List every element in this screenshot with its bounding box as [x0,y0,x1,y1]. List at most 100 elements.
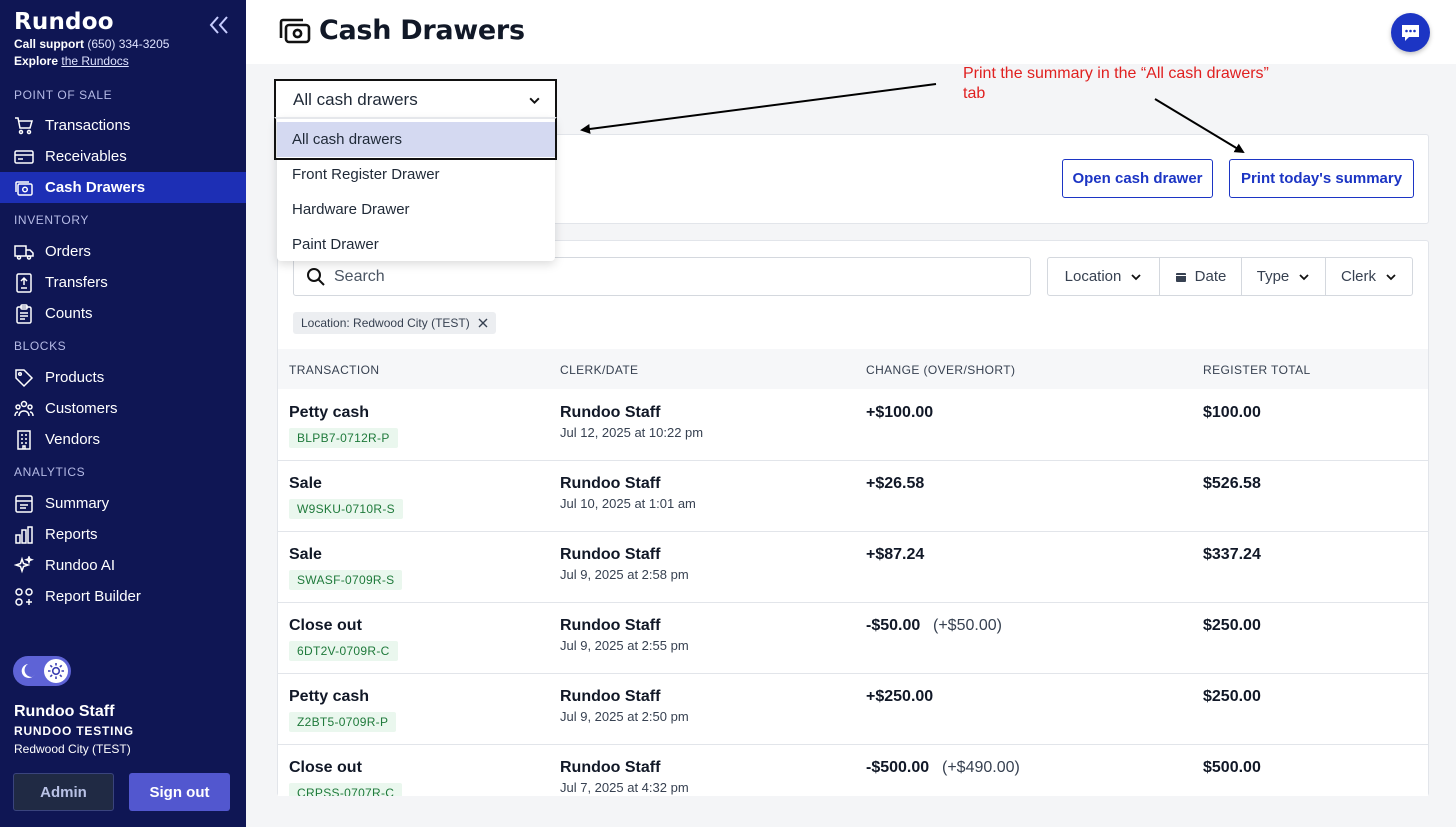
active-filter-chip: Location: Redwood City (TEST) [293,312,496,334]
transaction-type: Close out [289,617,362,634]
column-clerk-date[interactable]: CLERK/DATE [560,363,639,377]
sidebar-item-label: Rundoo AI [45,557,116,574]
cash-drawer-icon [279,18,311,44]
transaction-ref[interactable]: SWASF-0709R-S [289,570,403,590]
table-row[interactable]: Close out CRPSS-0707R-C Rundoo Staff Jul… [278,745,1428,796]
register-total: $100.00 [1203,404,1261,421]
register-total: $500.00 [1203,759,1261,776]
chevron-down-icon [529,97,540,105]
filter-clerk[interactable]: Clerk [1326,258,1412,295]
search-icon [307,267,325,286]
sidebar-item-rundoo-ai[interactable]: Rundoo AI [0,550,246,581]
filter-type[interactable]: Type [1242,258,1326,295]
filter-date[interactable]: Date [1160,258,1242,295]
filter-location[interactable]: Location [1048,258,1160,295]
admin-button[interactable]: Admin [13,773,114,811]
sidebar-item-label: Receivables [45,148,127,165]
search-input[interactable]: Search [293,257,1031,296]
sign-out-button[interactable]: Sign out [129,773,230,811]
table-row[interactable]: Petty cash Z2BT5-0709R-P Rundoo Staff Ju… [278,674,1428,745]
print-summary-button[interactable]: Print today's summary [1229,159,1414,198]
clerk-name: Rundoo Staff [560,475,661,492]
clerk-name: Rundoo Staff [560,688,661,705]
brand-logo[interactable]: Rundoo [14,9,114,35]
bar-chart-icon [15,525,33,544]
sidebar-item-cash-drawers[interactable]: Cash Drawers [0,172,246,203]
sidebar-item-vendors[interactable]: Vendors [0,424,246,455]
sidebar-item-customers[interactable]: Customers [0,393,246,424]
collapse-sidebar-icon[interactable] [206,12,232,38]
drawer-option-paint[interactable]: Paint Drawer [292,236,379,253]
transaction-ref[interactable]: W9SKU-0710R-S [289,499,403,519]
sidebar-item-label: Counts [45,305,93,322]
sun-icon [48,663,64,679]
table-row[interactable]: Petty cash BLPB7-0712R-P Rundoo Staff Ju… [278,390,1428,461]
transaction-date: Jul 10, 2025 at 1:01 am [560,496,696,511]
transaction-date: Jul 9, 2025 at 2:58 pm [560,567,689,582]
rundocs-link[interactable]: the Rundocs [61,54,129,68]
receivables-icon [14,149,34,164]
arrow-to-dropdown [580,83,937,134]
drawer-option-front-register[interactable]: Front Register Drawer [292,166,440,183]
column-transaction[interactable]: TRANSACTION [289,363,380,377]
table-row[interactable]: Close out 6DT2V-0709R-C Rundoo Staff Jul… [278,603,1428,674]
sidebar-item-products[interactable]: Products [0,362,246,393]
transaction-ref[interactable]: CRPSS-0707R-C [289,783,403,796]
register-total: $526.58 [1203,475,1261,492]
theme-toggle[interactable] [13,656,71,686]
sidebar-item-summary[interactable]: Summary [0,488,246,519]
open-cash-drawer-button[interactable]: Open cash drawer [1062,159,1213,198]
report-builder-icon [15,587,33,606]
sidebar-item-transfers[interactable]: Transfers [0,267,246,298]
sidebar-item-label: Cash Drawers [45,179,146,196]
column-change[interactable]: CHANGE (OVER/SHORT) [866,363,1016,377]
over-short-amount: (+$50.00) [933,617,1002,634]
change-amount: +$26.58 [866,475,925,492]
chevron-down-icon [1386,273,1396,280]
sidebar-item-transactions[interactable]: Transactions [0,110,246,141]
cart-icon [15,116,33,134]
users-icon [14,400,34,416]
sidebar-item-reports[interactable]: Reports [0,519,246,550]
change-amount: +$87.24 [866,546,925,563]
column-register-total[interactable]: REGISTER TOTAL [1203,363,1311,377]
search-placeholder: Search [334,267,385,285]
chat-button[interactable] [1391,13,1430,52]
transaction-ref[interactable]: 6DT2V-0709R-C [289,641,398,661]
sidebar-item-counts[interactable]: Counts [0,298,246,329]
support-phone[interactable]: (650) 334-3205 [87,37,170,51]
chevron-down-icon [1131,273,1141,280]
table-row[interactable]: Sale W9SKU-0710R-S Rundoo Staff Jul 10, … [278,461,1428,532]
sidebar-item-label: Reports [45,526,98,543]
transaction-date: Jul 12, 2025 at 10:22 pm [560,425,704,440]
clerk-name: Rundoo Staff [560,617,661,634]
sidebar-item-label: Transfers [45,274,108,291]
user-location: Redwood City (TEST) [14,742,131,756]
drawer-select-menu: All cash drawers Front Register Drawer H… [277,119,555,261]
annotation-note: Print the summary in the “All cash drawe… [963,65,1269,102]
register-total: $250.00 [1203,617,1261,634]
user-name: Rundoo Staff [14,703,115,720]
tag-icon [15,368,34,387]
cash-drawer-icon [15,180,33,196]
section-analytics: ANALYTICS [14,465,86,479]
sidebar-item-orders[interactable]: Orders [0,236,246,267]
sidebar-item-label: Report Builder [45,588,141,605]
drawer-option-all[interactable]: All cash drawers [277,122,555,157]
table-header [278,349,1428,389]
transaction-ref[interactable]: Z2BT5-0709R-P [289,712,397,732]
close-icon[interactable] [478,318,488,328]
sidebar-item-receivables[interactable]: Receivables [0,141,246,172]
sidebar-item-report-builder[interactable]: Report Builder [0,581,246,612]
filter-group: Location Date Type Clerk [1047,257,1413,296]
section-point-of-sale: POINT OF SALE [14,88,113,102]
calendar-icon [1175,272,1186,282]
drawer-option-hardware[interactable]: Hardware Drawer [292,201,410,218]
transaction-type: Petty cash [289,404,370,421]
toggle-knob [44,659,68,683]
table-row[interactable]: Sale SWASF-0709R-S Rundoo Staff Jul 9, 2… [278,532,1428,603]
drawer-select[interactable]: All cash drawers [274,79,557,119]
user-org: RUNDOO TESTING [14,724,134,738]
sidebar-item-label: Summary [45,495,110,512]
transaction-ref[interactable]: BLPB7-0712R-P [289,428,398,448]
